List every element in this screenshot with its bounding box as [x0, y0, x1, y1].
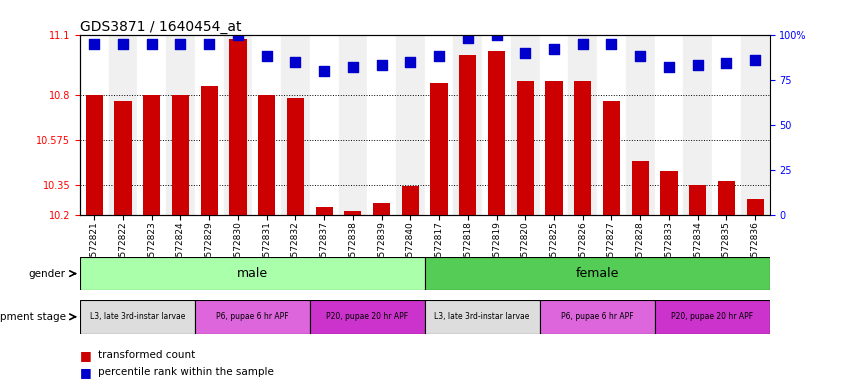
Bar [338, 35, 368, 215]
Point [720, 60, 733, 66]
Text: P20, pupae 20 hr APF: P20, pupae 20 hr APF [326, 312, 408, 321]
Bar [516, 81, 534, 215]
Point [461, 35, 474, 41]
Bar [689, 185, 706, 215]
Point [633, 53, 647, 59]
Bar [373, 203, 390, 215]
Point [432, 53, 446, 59]
Bar [597, 35, 626, 215]
Bar [396, 35, 425, 215]
Point [145, 41, 158, 47]
Text: gender: gender [29, 268, 66, 279]
Point [375, 62, 389, 68]
Bar [540, 35, 569, 215]
Text: transformed count: transformed count [98, 350, 196, 360]
Text: development stage: development stage [0, 312, 66, 322]
Point [260, 53, 273, 59]
Bar [683, 35, 712, 215]
Bar [488, 51, 505, 215]
Bar [258, 95, 275, 215]
Point [576, 41, 590, 47]
Point [317, 68, 331, 74]
Point [87, 41, 101, 47]
Bar [574, 81, 591, 215]
Text: ■: ■ [80, 349, 92, 362]
Point [489, 31, 503, 38]
Bar [80, 300, 195, 334]
Bar [569, 35, 597, 215]
Bar [80, 35, 108, 215]
Bar [431, 83, 447, 215]
Point [662, 64, 675, 70]
Point [748, 57, 762, 63]
Bar [510, 35, 540, 215]
Bar [482, 35, 510, 215]
Bar [86, 95, 103, 215]
Text: P20, pupae 20 hr APF: P20, pupae 20 hr APF [671, 312, 753, 321]
Bar [166, 35, 195, 215]
Bar [545, 81, 563, 215]
Bar [309, 35, 338, 215]
Bar [741, 35, 770, 215]
Text: P6, pupae 6 hr APF: P6, pupae 6 hr APF [561, 312, 633, 321]
Text: female: female [575, 267, 619, 280]
Bar [626, 35, 654, 215]
Bar [195, 35, 224, 215]
Text: ■: ■ [80, 366, 92, 379]
Bar [230, 38, 246, 215]
Point [116, 41, 130, 47]
Bar [224, 35, 252, 215]
Point [203, 41, 216, 47]
Text: P6, pupae 6 hr APF: P6, pupae 6 hr APF [216, 312, 288, 321]
Bar [712, 35, 741, 215]
Text: L3, late 3rd-instar larvae: L3, late 3rd-instar larvae [90, 312, 185, 321]
Bar [747, 199, 764, 215]
Bar [660, 171, 678, 215]
Point [231, 31, 245, 38]
Bar [252, 35, 281, 215]
Bar [540, 300, 654, 334]
Bar [453, 35, 482, 215]
Bar [603, 101, 620, 215]
Bar [195, 300, 309, 334]
Bar [344, 211, 362, 215]
Text: male: male [236, 267, 268, 280]
Bar [654, 35, 683, 215]
Bar [287, 98, 304, 215]
Bar [172, 95, 189, 215]
Point [691, 62, 705, 68]
Point [288, 58, 302, 65]
Bar [114, 101, 131, 215]
Text: L3, late 3rd-instar larvae: L3, late 3rd-instar larvae [435, 312, 530, 321]
Bar [654, 300, 770, 334]
Bar [137, 35, 166, 215]
Bar [717, 181, 735, 215]
Bar [315, 207, 333, 215]
Bar [108, 35, 137, 215]
Bar [459, 55, 476, 215]
Bar [402, 186, 419, 215]
Bar [281, 35, 309, 215]
Point [346, 64, 360, 70]
Bar [425, 257, 770, 290]
Point [605, 41, 618, 47]
Text: GDS3871 / 1640454_at: GDS3871 / 1640454_at [80, 20, 241, 33]
Point [547, 46, 561, 52]
Bar [425, 35, 453, 215]
Bar [425, 300, 540, 334]
Bar [368, 35, 396, 215]
Text: percentile rank within the sample: percentile rank within the sample [98, 367, 274, 377]
Bar [200, 86, 218, 215]
Point [519, 50, 532, 56]
Bar [80, 257, 425, 290]
Bar [143, 95, 161, 215]
Bar [632, 161, 648, 215]
Point [404, 58, 417, 65]
Point [174, 41, 188, 47]
Bar [309, 300, 425, 334]
